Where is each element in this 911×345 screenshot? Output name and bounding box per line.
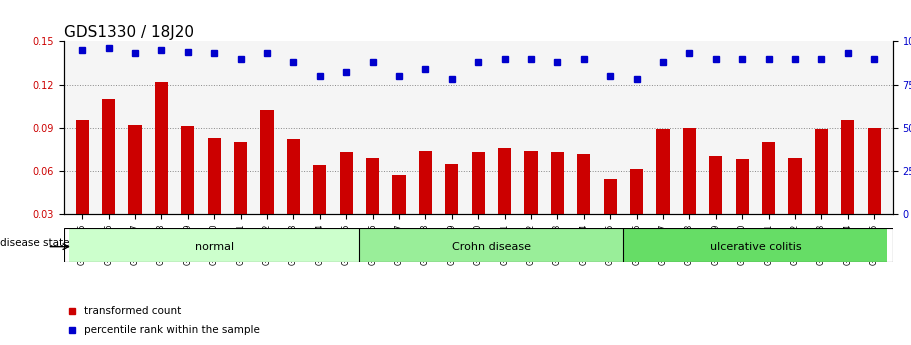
Text: GDS1330 / 18J20: GDS1330 / 18J20 xyxy=(64,25,194,40)
Bar xyxy=(76,120,89,257)
Bar xyxy=(181,126,194,257)
Bar xyxy=(472,152,485,257)
Bar xyxy=(102,99,116,257)
Bar xyxy=(287,139,300,257)
Bar xyxy=(867,128,881,257)
Bar xyxy=(604,179,617,257)
FancyBboxPatch shape xyxy=(623,228,887,262)
Bar xyxy=(630,169,643,257)
Bar xyxy=(789,158,802,257)
Bar xyxy=(393,175,405,257)
Bar xyxy=(340,152,353,257)
Bar xyxy=(815,129,828,257)
Text: disease state: disease state xyxy=(0,238,69,248)
FancyBboxPatch shape xyxy=(360,228,623,262)
Bar xyxy=(445,164,458,257)
Bar xyxy=(155,82,168,257)
Bar xyxy=(208,138,220,257)
Text: percentile rank within the sample: percentile rank within the sample xyxy=(85,325,261,335)
Text: normal: normal xyxy=(195,242,234,252)
Bar xyxy=(313,165,326,257)
Text: Crohn disease: Crohn disease xyxy=(452,242,531,252)
Text: ulcerative colitis: ulcerative colitis xyxy=(710,242,802,252)
Bar xyxy=(366,158,379,257)
Bar xyxy=(419,151,432,257)
Bar xyxy=(578,154,590,257)
Text: transformed count: transformed count xyxy=(85,306,182,316)
Bar xyxy=(128,125,141,257)
Bar xyxy=(710,156,722,257)
Bar xyxy=(234,142,247,257)
Bar xyxy=(525,151,537,257)
FancyBboxPatch shape xyxy=(69,228,360,262)
Bar xyxy=(841,120,855,257)
Bar xyxy=(551,152,564,257)
Bar xyxy=(683,128,696,257)
Bar xyxy=(763,142,775,257)
Bar xyxy=(261,110,273,257)
Bar xyxy=(657,129,670,257)
Bar xyxy=(736,159,749,257)
Bar xyxy=(498,148,511,257)
